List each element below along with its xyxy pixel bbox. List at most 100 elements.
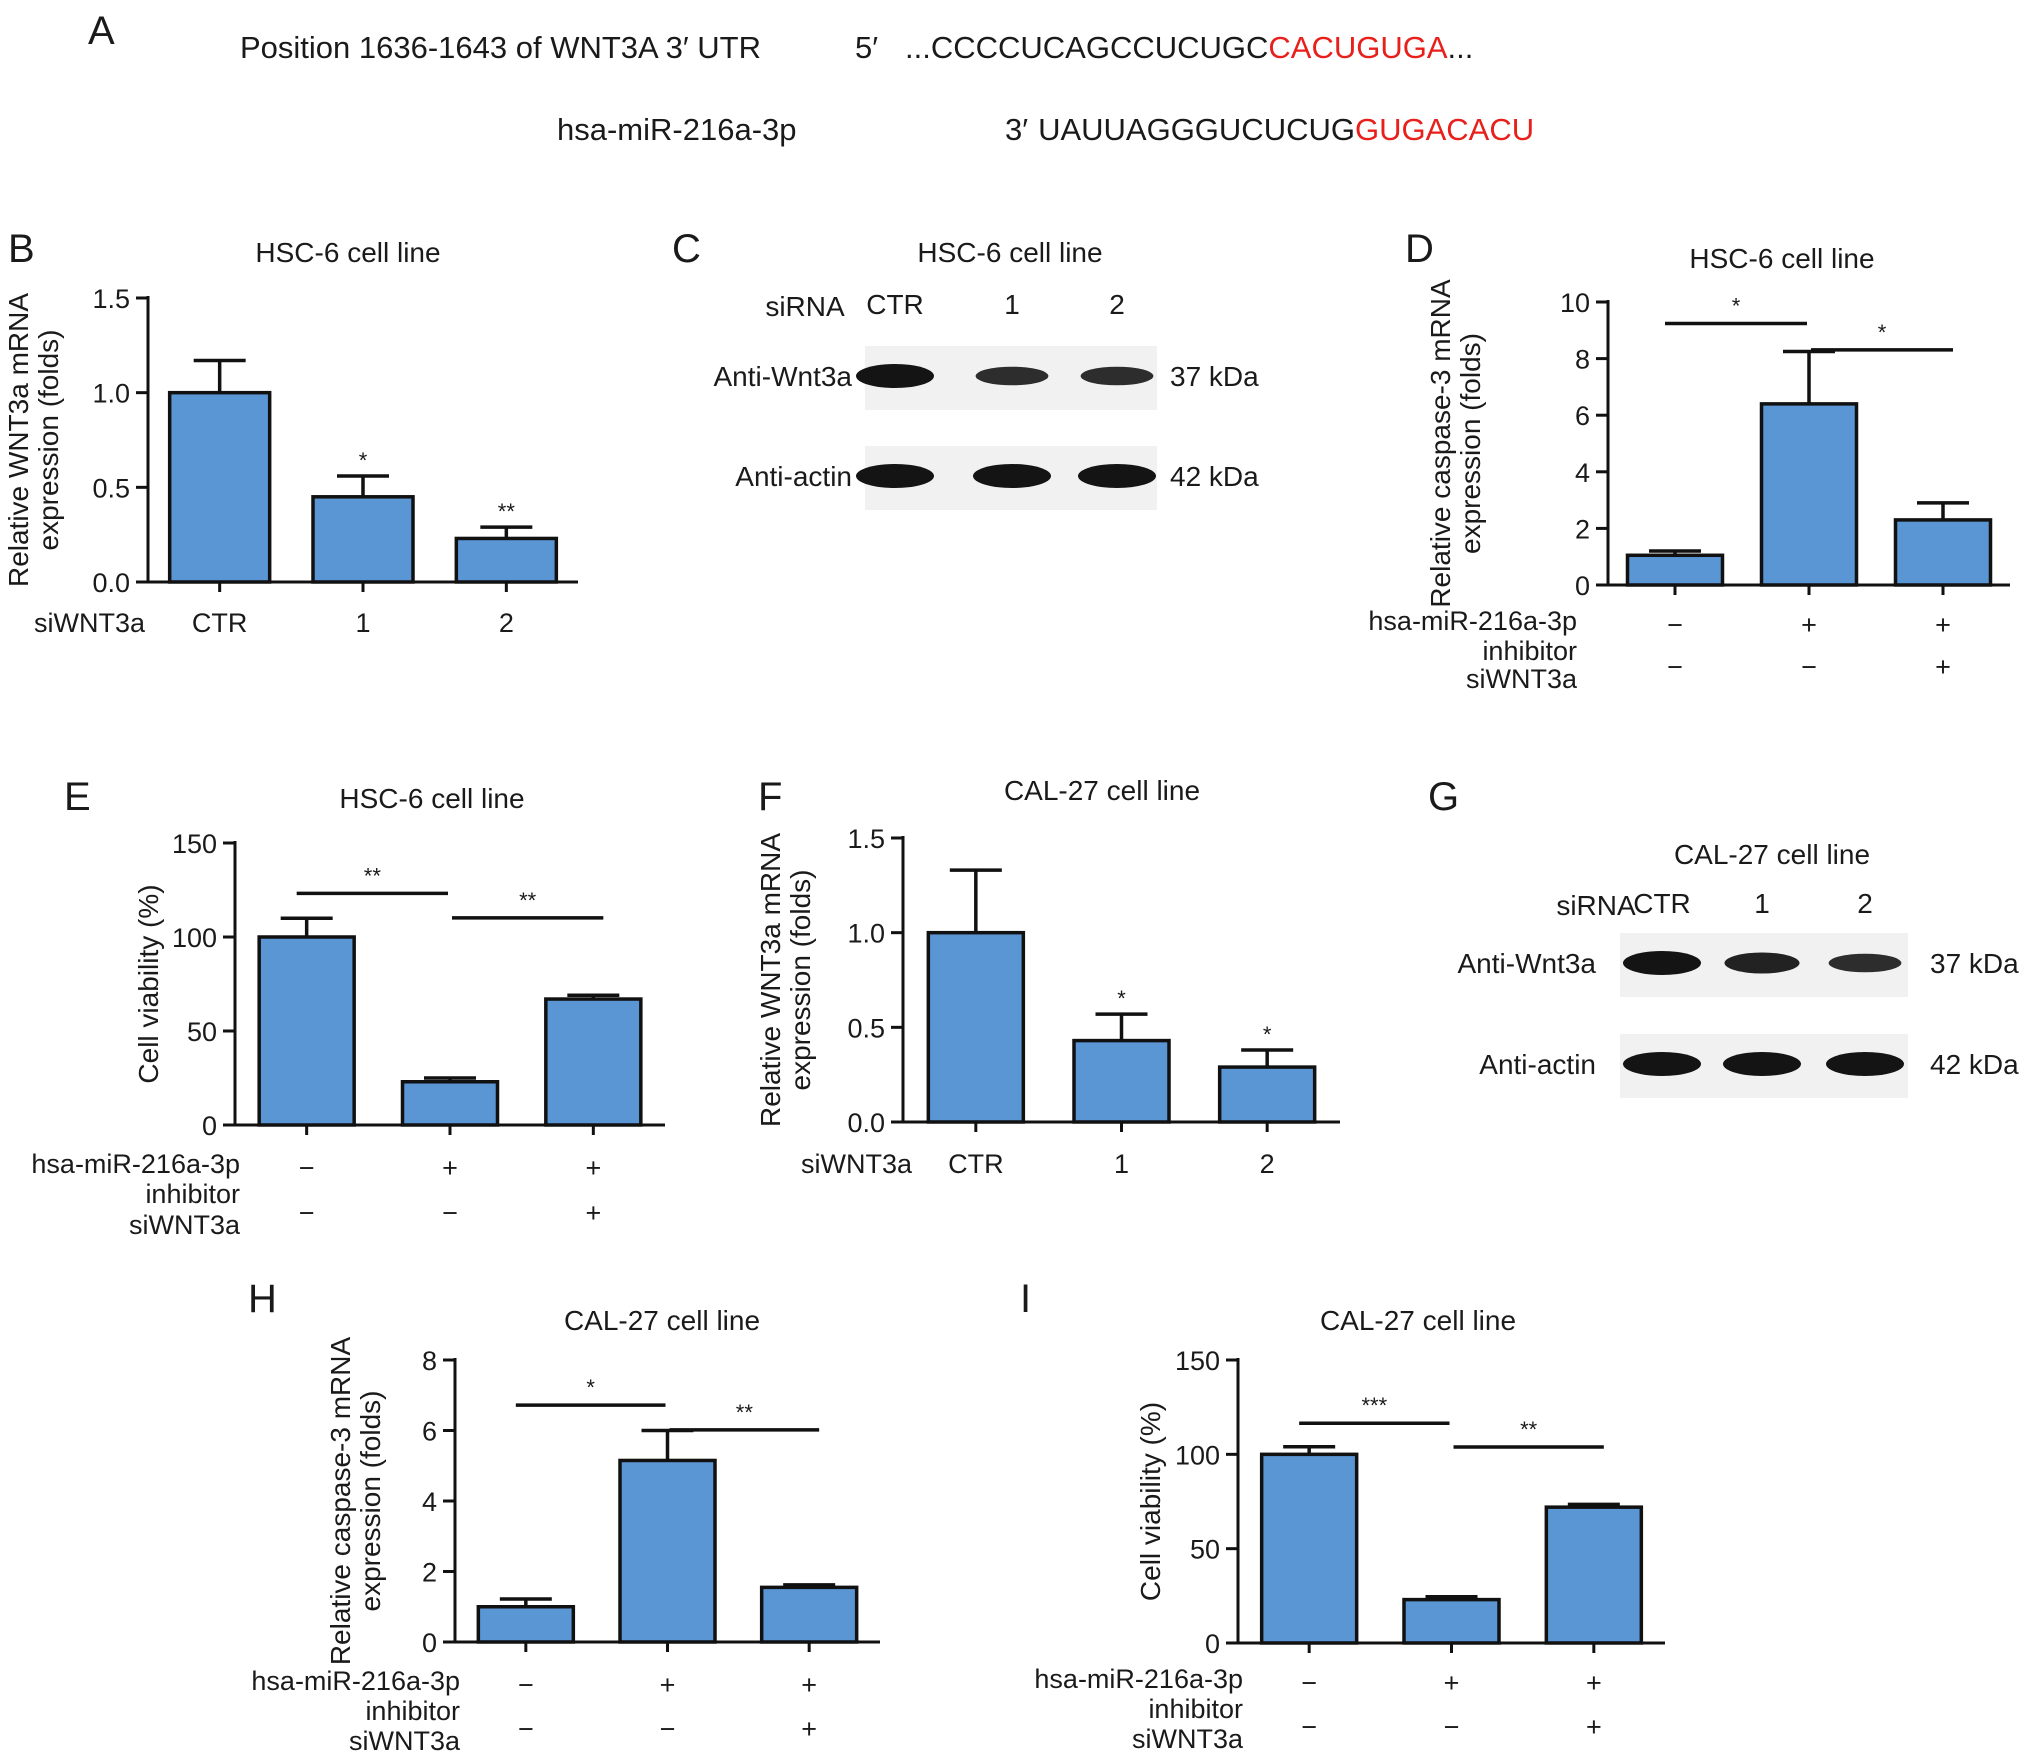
chart-panel-d: HSC-6 cell line Relative caspase-3 mRNA ex… [1368,243,2010,694]
significance-star: * [1878,320,1887,345]
blot-band [1828,953,1902,973]
wnt3a-seq-black: ...CCCCUCAGCCUCUGC [905,30,1268,65]
panel-letter-g: G [1428,775,1459,819]
y-tick-label: 0.0 [847,1108,885,1138]
panel-letter-d: D [1405,227,1434,271]
category-label: CTR [192,608,248,638]
category-label: − [299,1153,315,1183]
y-tick-label: 0 [422,1628,437,1658]
category-label: + [660,1670,676,1700]
y-tick-label: 1.0 [847,919,885,949]
mirna-direction: 3′ [1005,112,1028,147]
category-label: + [1801,610,1817,640]
panel-letter-b: B [8,227,35,271]
category-label: 2 [1260,1149,1275,1179]
bar [257,935,356,1127]
y-tick-label: 0 [202,1111,217,1141]
y-tick-label: 4 [1575,458,1590,488]
wnt3a-seq-suffix: ... [1448,30,1474,65]
molecular-weight-label: 42 kDa [1170,461,1259,492]
wnt3a-utr-direction: 5′ [855,30,878,65]
blot-band [1078,464,1156,488]
panel-letter-f: F [758,775,782,819]
row-label: hsa-miR-216a-3p [251,1666,460,1696]
significance-star: * [1263,1022,1272,1047]
lane-label: CTR [1633,888,1691,919]
category-label: − [1667,652,1683,682]
blot-band [856,464,934,488]
y-axis-label: Cell viability (%) [1135,1402,1166,1601]
category-label: − [442,1198,458,1228]
bar [618,1458,717,1644]
mirna-seq-black: UAUUAGGGUCUCUG [1038,112,1355,147]
bar [400,1080,500,1127]
bar [167,390,272,584]
y-axis-label: expression (folds) [785,870,816,1091]
molecular-weight-label: 37 kDa [1170,361,1259,392]
bar [1625,553,1725,587]
significance-star: * [586,1375,595,1400]
category-label: + [442,1153,458,1183]
blot-title: CAL-27 cell line [1674,839,1870,870]
lane-label: 1 [1004,289,1020,320]
blot-band [973,464,1051,488]
panel-letter-e: E [64,775,91,819]
category-label: + [1444,1668,1460,1698]
y-axis-label: Cell viability (%) [133,884,164,1083]
significance-star: * [359,448,368,473]
wnt3a-utr-label: Position 1636-1643 of WNT3A 3′ UTR [240,30,761,65]
chart-panel-i: CAL-27 cell line Cell viability (%) 0 50 100… [1034,1305,1665,1754]
category-label: CTR [948,1149,1004,1179]
molecular-weight-label: 42 kDa [1930,1049,2019,1080]
row-label: hsa-miR-216a-3p [1368,606,1577,636]
western-blot-panel-c: HSC-6 cell line siRNA CTR 1 2 Anti-Wnt3a 37 kD… [714,237,1259,510]
category-label: − [299,1198,315,1228]
blot-title: HSC-6 cell line [917,237,1102,268]
chart-title: HSC-6 cell line [339,783,524,814]
row-label: hsa-miR-216a-3p [1034,1664,1243,1694]
category-label: − [518,1670,534,1700]
bar [1259,1452,1359,1645]
panel-letter-h: H [248,1277,277,1321]
blot-band [1623,1052,1701,1076]
category-label: + [1586,1668,1602,1698]
chart-panel-f: CAL-27 cell line Relative WNT3a mRNA expre… [755,775,1340,1179]
y-tick-label: 0.5 [92,473,130,503]
bar [1072,1038,1171,1124]
significance-star: * [1117,986,1126,1011]
y-axis-label: expression (folds) [33,330,64,551]
blot-band [1724,952,1800,974]
category-label: − [1667,610,1683,640]
chart-title: HSC-6 cell line [1689,243,1874,274]
y-tick-label: 0.5 [847,1013,885,1043]
category-label: + [585,1153,601,1183]
category-label: − [1301,1712,1317,1742]
y-tick-label: 50 [1190,1535,1220,1565]
row-label-continued: inhibitor [365,1696,460,1726]
row-label: siWNT3a [34,608,146,638]
category-label: − [1444,1712,1460,1742]
row-label-continued: inhibitor [1482,636,1577,666]
bar [1544,1505,1644,1645]
chart-title: CAL-27 cell line [1320,1305,1516,1336]
lane-label: CTR [866,289,924,320]
wnt3a-seq-seed: CACUGUGA [1268,30,1447,65]
row-label: siWNT3a [1132,1724,1244,1754]
row-label: siWNT3a [129,1210,241,1240]
bar [1759,402,1859,587]
chart-panel-h: CAL-27 cell line Relative caspase-3 mRNA e… [251,1305,880,1756]
row-label-continued: inhibitor [145,1179,240,1209]
bar [544,997,643,1127]
antibody-label: Anti-Wnt3a [714,361,853,392]
y-axis-label: Relative WNT3a mRNA [3,293,34,587]
y-tick-label: 150 [172,829,217,859]
lane-label: 1 [1754,888,1770,919]
chart-title: HSC-6 cell line [255,237,440,268]
blot-band [1623,951,1701,975]
blot-band [1723,1052,1801,1076]
y-tick-label: 0 [1575,571,1590,601]
y-axis-label: expression (folds) [355,1391,386,1612]
y-axis-label: Relative caspase-3 mRNA [1425,279,1456,608]
